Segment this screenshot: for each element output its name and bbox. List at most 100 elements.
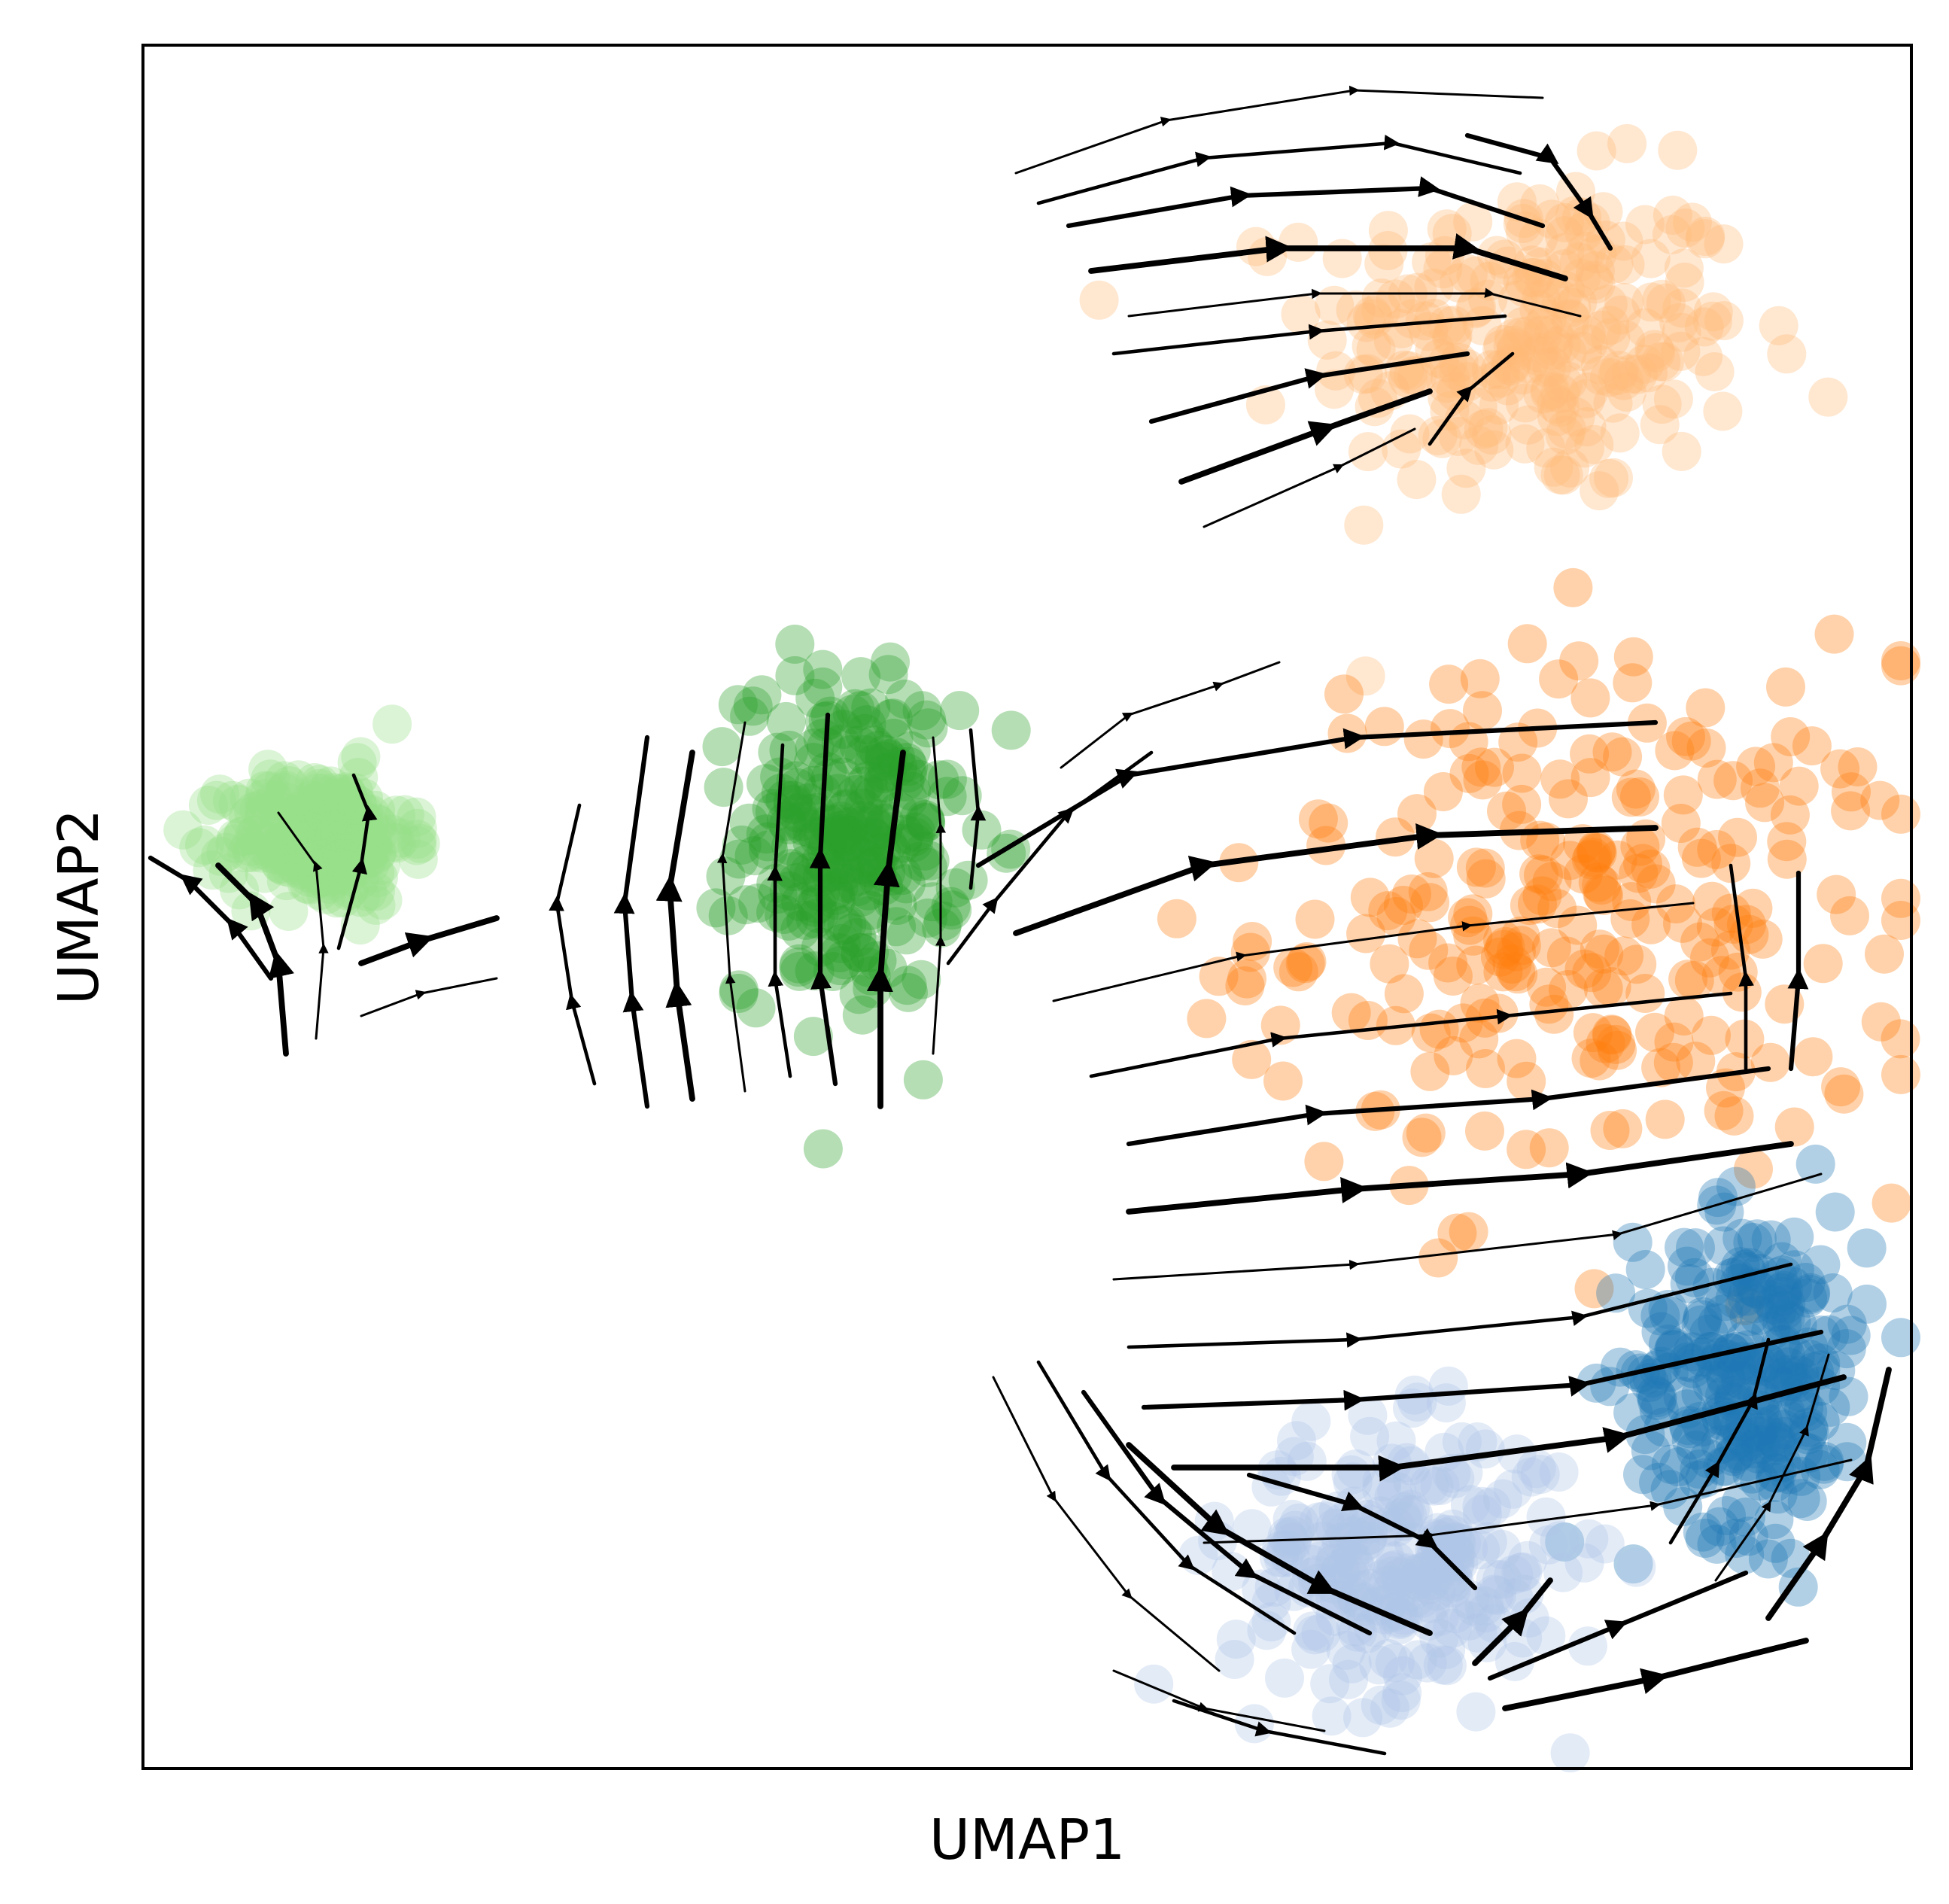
cluster-4-point [1751, 1220, 1791, 1260]
cluster-5-point [1411, 1583, 1451, 1623]
cluster-4-point [1847, 1228, 1887, 1268]
cluster-2-point [859, 730, 898, 770]
cluster-0-point [1322, 239, 1362, 278]
cluster-5-point [1310, 1664, 1350, 1704]
cluster-1-point [1713, 905, 1753, 944]
cluster-2-point [789, 794, 829, 833]
cluster-0-point [1509, 344, 1549, 384]
cluster-3-point [372, 704, 412, 744]
cluster-4-point [1790, 1340, 1830, 1379]
cluster-5-point [1409, 1565, 1449, 1604]
cluster-3-point [312, 811, 352, 850]
streamline [1178, 388, 1433, 485]
cluster-4-point [1726, 1497, 1765, 1537]
cluster-1-point [1418, 1238, 1458, 1278]
cluster-0-point [1523, 374, 1563, 414]
cluster-0-point [1532, 330, 1572, 370]
cluster-0-point [1352, 326, 1391, 366]
cluster-3-point [216, 819, 256, 859]
cluster-0-point [1580, 471, 1619, 511]
cluster-3-point [179, 828, 219, 868]
cluster-1-point [1655, 731, 1695, 771]
cluster-5-point [1416, 1571, 1456, 1611]
cluster-5-point [1433, 1556, 1473, 1596]
cluster-3-point [304, 774, 344, 813]
cluster-0-point [1532, 347, 1572, 387]
cluster-4-point [1631, 1431, 1671, 1471]
cluster-0-point [1397, 356, 1437, 396]
cluster-1-point [1616, 769, 1656, 809]
cluster-2-point [805, 701, 844, 741]
cluster-5-point [1419, 1618, 1459, 1658]
cluster-2-point [826, 845, 866, 884]
cluster-1-point [1483, 952, 1523, 992]
cluster-5-point [1388, 1553, 1428, 1593]
cluster-5-point [1501, 1553, 1541, 1592]
streamline [1036, 134, 1522, 205]
cluster-4-point [1826, 1329, 1866, 1369]
cluster-0-point [1432, 318, 1472, 358]
cluster-3-point [283, 838, 323, 877]
cluster-4-point [1729, 1297, 1769, 1337]
cluster-3-point [242, 833, 281, 873]
cluster-2-point [752, 789, 792, 829]
cluster-3-point [234, 816, 274, 856]
cluster-2-point [780, 944, 819, 984]
cluster-0-point [1537, 397, 1577, 436]
cluster-5-point [1333, 1541, 1373, 1580]
streamline [1148, 351, 1470, 424]
cluster-0-point [1683, 336, 1723, 376]
cluster-2-point [826, 852, 865, 892]
cluster-1-point [1592, 1014, 1631, 1054]
cluster-0-point [1491, 346, 1531, 386]
cluster-1-point [1831, 791, 1871, 831]
cluster-3-point [299, 765, 339, 804]
cluster-2-point [908, 708, 948, 748]
cluster-0-point [1544, 249, 1584, 289]
cluster-2-point [899, 798, 939, 838]
cluster-1-point [1570, 758, 1610, 798]
cluster-1-point [1429, 665, 1469, 704]
cluster-4-point [1756, 1523, 1795, 1563]
cluster-4-point [1815, 1192, 1855, 1232]
cluster-3-point [398, 839, 438, 879]
cluster-0-point [1523, 306, 1563, 346]
cluster-3-point [239, 789, 279, 829]
cluster-4-point [1683, 1512, 1722, 1552]
cluster-1-point [1753, 743, 1793, 783]
cluster-1-point [1553, 567, 1593, 607]
cluster-5-point [1423, 1645, 1463, 1685]
cluster-0-point [1336, 290, 1376, 330]
cluster-1-point [1497, 932, 1536, 972]
cluster-2-point [777, 863, 816, 902]
cluster-0-point [1505, 268, 1545, 308]
plot-frame [141, 44, 1913, 1770]
cluster-2-point [803, 1129, 843, 1169]
cluster-4-point [1721, 1483, 1761, 1522]
cluster-0-point [1468, 408, 1508, 448]
cluster-2-point [755, 792, 795, 832]
cluster-1-point [1539, 659, 1579, 699]
cluster-4-point [1788, 1278, 1827, 1318]
cluster-0-point [1522, 315, 1562, 355]
cluster-0-point [1422, 418, 1462, 458]
cluster-3-point [337, 743, 377, 783]
cluster-4-point [1704, 1226, 1744, 1266]
cluster-3-point [300, 807, 340, 847]
cluster-4-point [1775, 1337, 1815, 1376]
cluster-3-point [291, 792, 331, 832]
cluster-3-point [283, 820, 323, 860]
cluster-2-point [853, 804, 892, 844]
streamline [1126, 1442, 1433, 1636]
cluster-4-point [1764, 1270, 1804, 1310]
cluster-0-point [1493, 325, 1533, 365]
cluster-3-point [258, 835, 298, 875]
cluster-0-point [1662, 431, 1701, 471]
cluster-2-point [871, 642, 910, 682]
cluster-4-point [1758, 1258, 1798, 1297]
cluster-0-point [1488, 366, 1528, 406]
cluster-0-point [1480, 358, 1520, 398]
cluster-1-point [1540, 759, 1580, 799]
cluster-3-point [311, 822, 351, 861]
cluster-4-point [1787, 1482, 1827, 1521]
